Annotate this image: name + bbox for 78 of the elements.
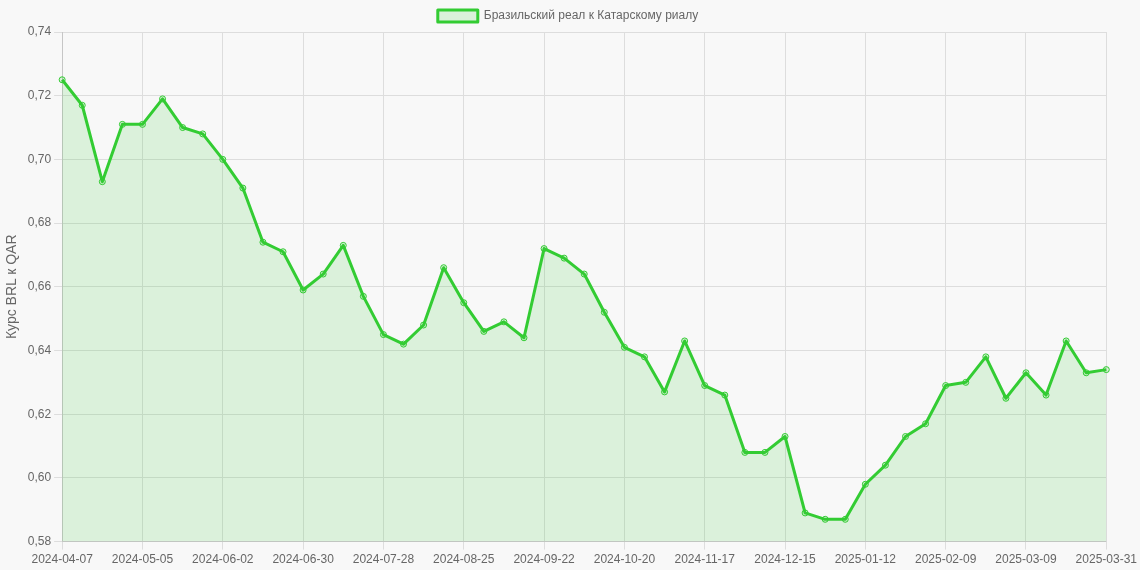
x-tick-label: 2024-10-20 (593, 552, 656, 567)
point (821, 515, 829, 523)
point (540, 245, 548, 253)
y-tick-label: 0,64 (27, 342, 52, 357)
point (841, 515, 849, 523)
y-tick-label: 0,66 (27, 279, 52, 294)
point (962, 378, 970, 386)
point (881, 461, 889, 469)
point (319, 270, 327, 278)
point (179, 124, 187, 132)
y-tick-label: 0,60 (27, 470, 52, 485)
point (1042, 391, 1050, 399)
point (239, 184, 247, 192)
point (138, 120, 146, 128)
x-tick-label: 2024-11-17 (674, 552, 736, 567)
point (420, 321, 428, 329)
x-tick-label: 2025-03-31 (1075, 552, 1138, 567)
point (620, 343, 628, 351)
x-tick-label: 2024-07-28 (352, 552, 415, 567)
point (560, 254, 568, 262)
point (661, 388, 669, 396)
point (942, 382, 950, 390)
point (219, 155, 227, 163)
point (701, 382, 709, 390)
point (741, 448, 749, 456)
point (1082, 369, 1090, 377)
x-tick-label: 2024-06-30 (272, 552, 335, 567)
point (98, 178, 106, 186)
point (1002, 394, 1010, 402)
x-tick-label: 2024-08-25 (433, 552, 495, 567)
y-tick-label: 0,74 (27, 24, 52, 39)
point (1102, 366, 1110, 374)
x-tick-label: 2025-02-09 (914, 552, 977, 567)
x-tick-label: 2024-05-05 (111, 552, 174, 567)
y-tick-label: 0,62 (27, 406, 52, 421)
point (78, 101, 86, 109)
point (580, 270, 588, 278)
legend-label: Бразильский реал к Катарскому риалу (483, 8, 699, 23)
point (279, 248, 287, 256)
x-tick-label: 2024-12-15 (754, 552, 817, 567)
y-tick-label: 0,68 (27, 215, 52, 230)
point (520, 334, 528, 342)
point (400, 340, 408, 348)
y-tick-label: 0,58 (27, 533, 52, 548)
point (600, 308, 608, 316)
point (640, 353, 648, 361)
point (1022, 369, 1030, 377)
point (1062, 337, 1070, 345)
point (440, 264, 448, 272)
point (379, 331, 387, 339)
point (118, 120, 126, 128)
y-tick-label: 0,70 (27, 151, 52, 166)
point (299, 286, 307, 294)
x-tick-label: 2025-01-12 (834, 552, 897, 567)
point (781, 433, 789, 440)
point (259, 238, 267, 246)
point (359, 292, 367, 300)
point (500, 318, 508, 326)
point (761, 448, 769, 456)
point (801, 509, 809, 517)
point (199, 130, 207, 138)
x-tick-label: 2024-09-22 (513, 552, 576, 567)
point (922, 420, 930, 428)
point (159, 95, 167, 103)
point (58, 76, 66, 84)
x-tick-label: 2024-04-07 (31, 552, 94, 567)
point (721, 391, 729, 399)
y-tick-label: 0,72 (27, 88, 52, 103)
point (681, 337, 689, 345)
point (480, 327, 488, 335)
y-axis-title: Курс BRL к QAR (3, 234, 20, 340)
point (861, 480, 869, 488)
point (460, 299, 468, 307)
point (339, 241, 347, 249)
x-tick-label: 2025-03-09 (995, 552, 1057, 567)
point (982, 353, 990, 361)
x-tick-label: 2024-06-02 (192, 552, 254, 567)
point (902, 433, 910, 440)
